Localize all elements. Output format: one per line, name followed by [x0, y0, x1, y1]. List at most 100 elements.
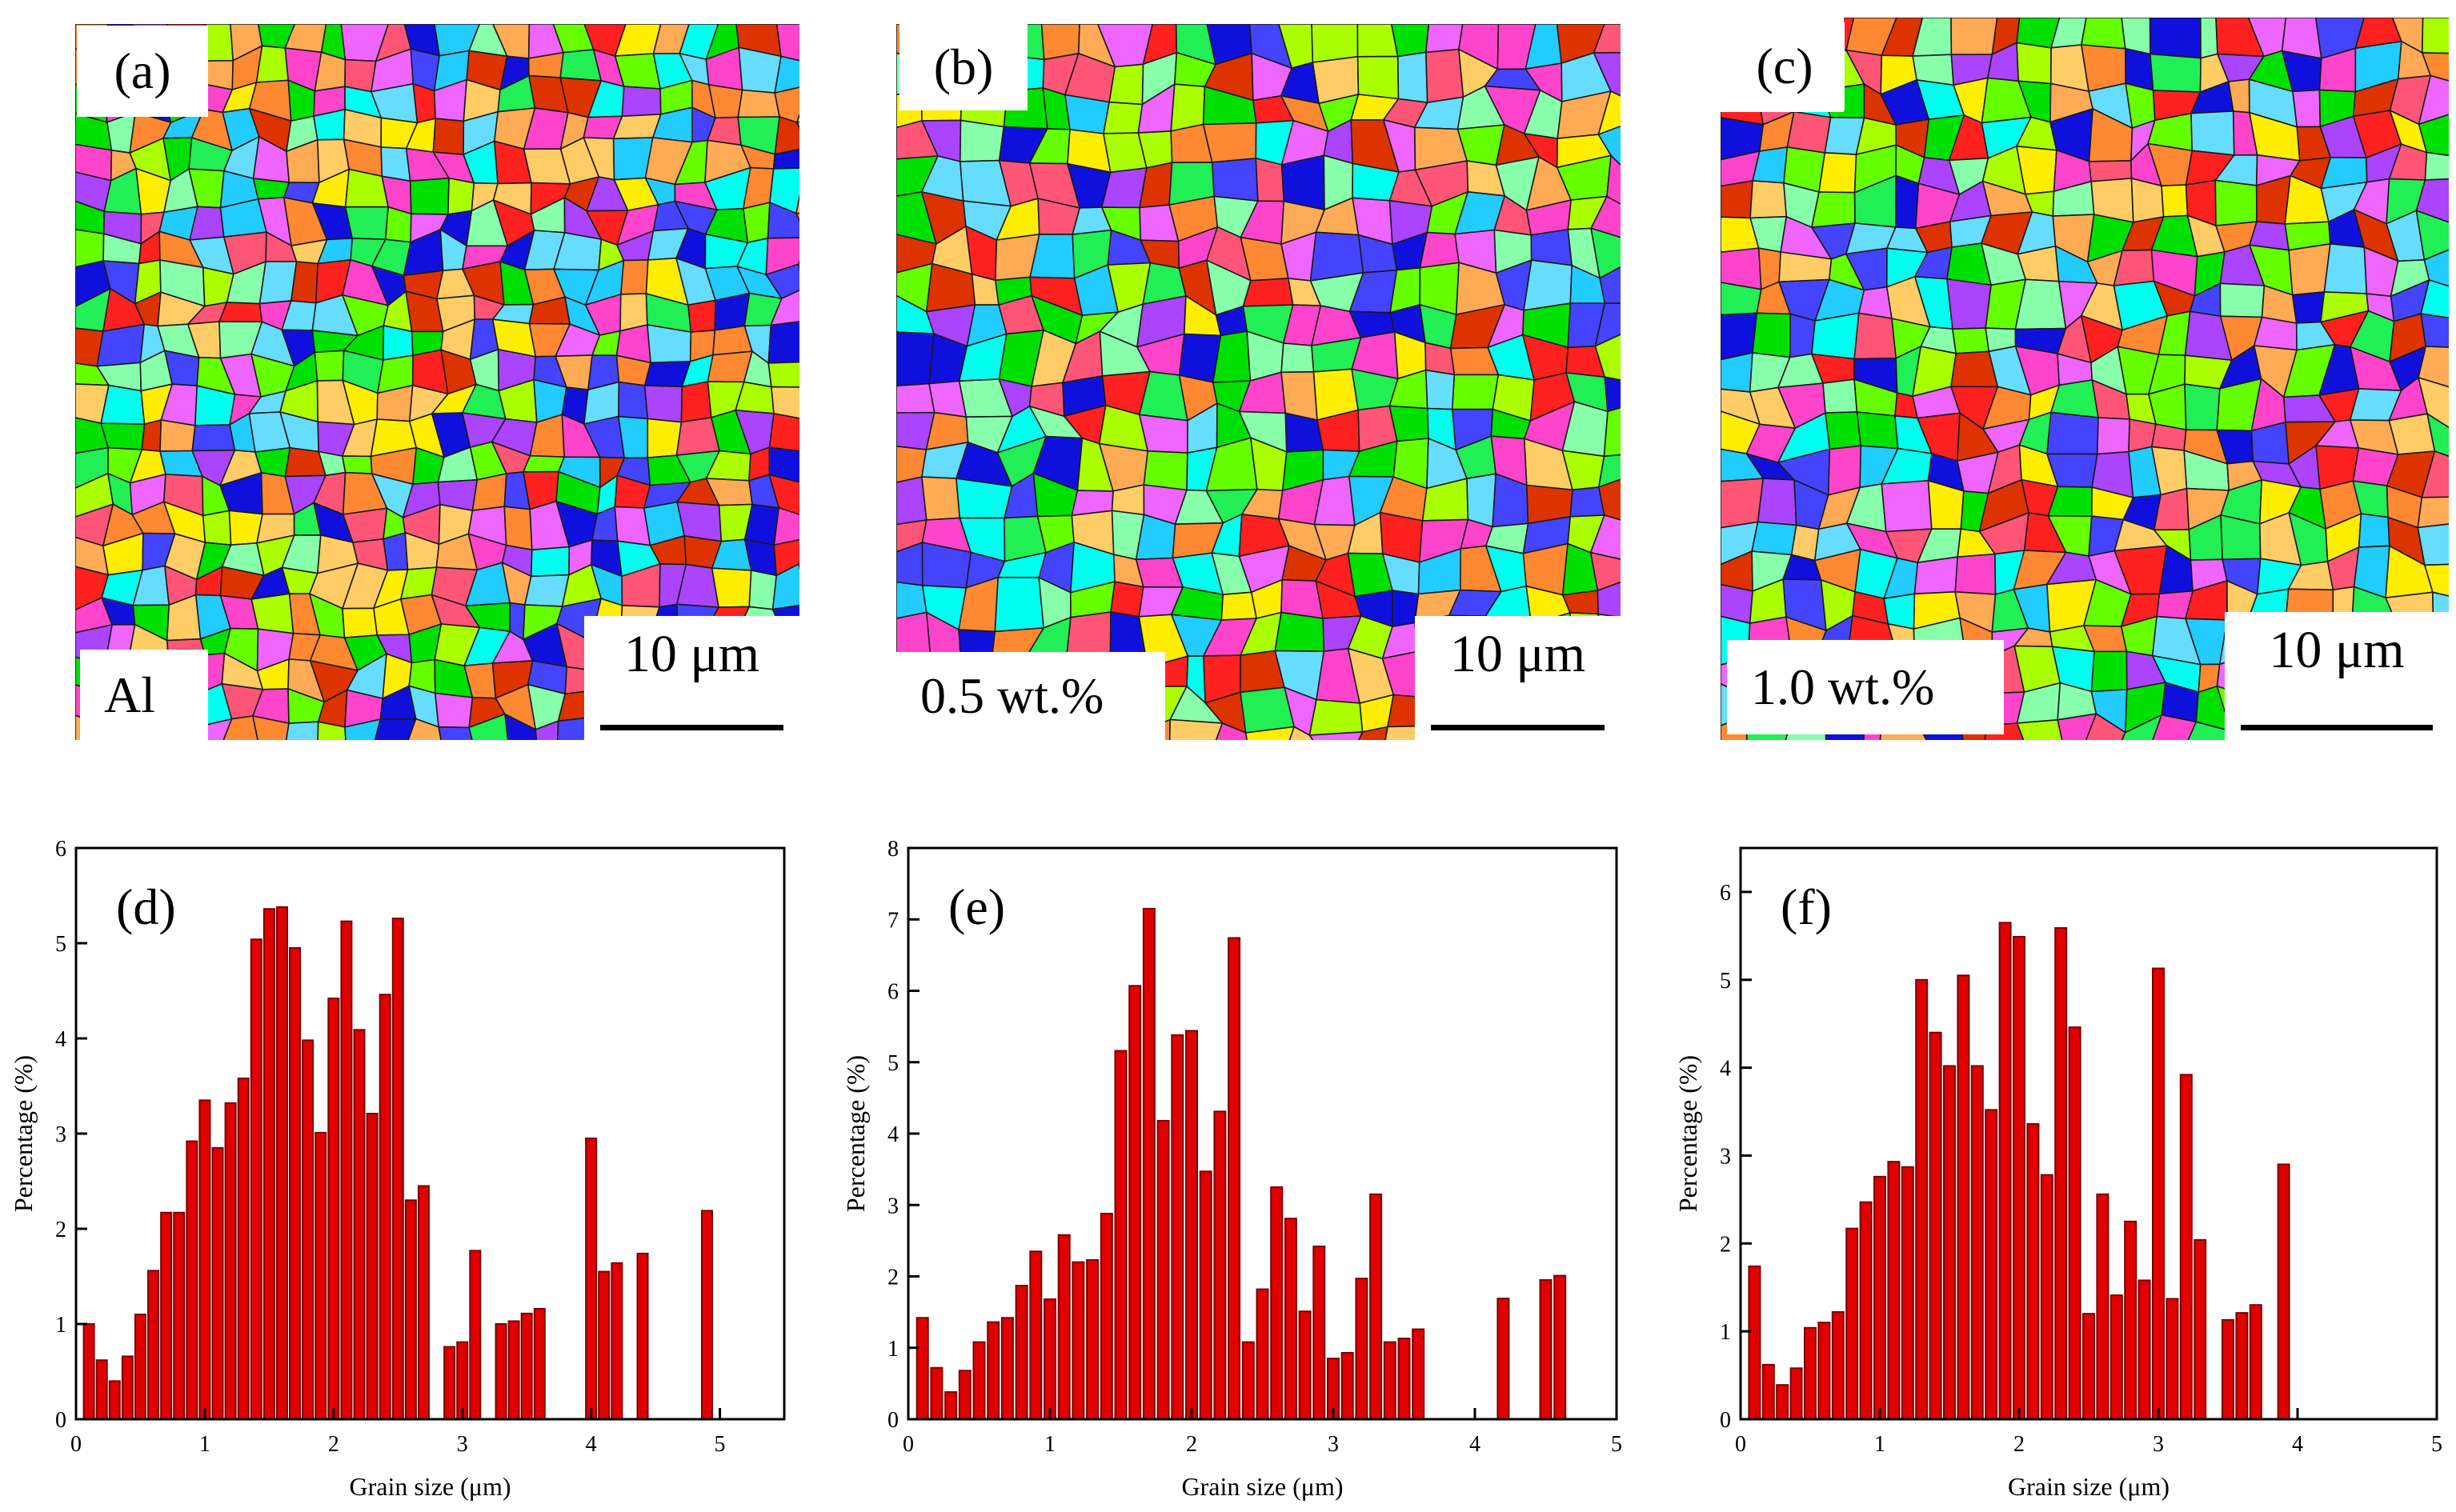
grain: [1215, 722, 1248, 740]
histogram-bar: [289, 946, 302, 1420]
histogram-bar: [1029, 1250, 1043, 1421]
grain: [1811, 312, 1860, 360]
x-tick-label: 1: [199, 1432, 210, 1457]
histogram-bar: [379, 994, 391, 1420]
grain: [959, 119, 1005, 162]
histogram-bar: [121, 1355, 134, 1421]
grain: [100, 422, 146, 450]
grain: [1951, 327, 1990, 354]
histogram-bar: [1044, 1298, 1056, 1420]
grain: [2080, 18, 2126, 50]
histogram-bar: [275, 906, 288, 1420]
y-tick-label: 0: [887, 1408, 899, 1433]
grain: [1954, 553, 1997, 595]
grain: [2150, 53, 2202, 93]
grain: [771, 562, 799, 610]
grain: [384, 206, 412, 243]
grain: [748, 570, 778, 610]
histogram-bar: [1355, 1278, 1368, 1420]
histogram-bar: [1985, 1109, 1998, 1420]
grain: [2085, 712, 2126, 740]
grain: [1825, 411, 1862, 450]
grain: [775, 24, 799, 62]
grain: [1356, 55, 1400, 100]
grain: [432, 118, 465, 156]
histogram-bar: [1000, 1317, 1014, 1421]
grain: [202, 510, 232, 546]
scale-bar-text: 10 μm: [2269, 621, 2405, 679]
grain: [1822, 378, 1858, 414]
histogram-bar: [944, 1391, 958, 1421]
scale-bar-c: 10 μm: [2225, 612, 2449, 740]
grain: [222, 715, 258, 740]
histogram-bar: [533, 1307, 546, 1421]
y-tick-label: 4: [887, 1122, 899, 1147]
histogram-bar: [353, 1029, 366, 1420]
x-tick-label: 5: [715, 1432, 726, 1457]
grain: [1946, 278, 1992, 330]
histogram-bar: [1831, 1310, 1845, 1420]
grain: [2219, 282, 2266, 318]
grain: [1856, 411, 1899, 450]
grain: [2016, 718, 2063, 740]
histogram-bar: [366, 1113, 379, 1420]
histogram-bar: [315, 1131, 327, 1420]
histogram-bar: [2040, 1174, 2053, 1420]
y-axis-label: Percentage (%): [9, 1055, 38, 1212]
sample-label-b: 0.5 wt.%: [896, 652, 1165, 740]
histogram-bar: [1915, 978, 1929, 1420]
grain: [1108, 63, 1144, 106]
grain: [1881, 479, 1933, 533]
grain: [530, 546, 571, 578]
histogram-bar: [1901, 1166, 1914, 1420]
histogram-bar: [1789, 1367, 1803, 1421]
grain: [1597, 125, 1621, 166]
grain: [344, 718, 382, 740]
histogram-bar: [1072, 1261, 1085, 1421]
grain: [1786, 110, 1832, 154]
grain: [1274, 611, 1325, 653]
grain: [2420, 278, 2449, 319]
x-axis-label: Grain size (μm): [350, 1472, 511, 1501]
histogram-bar: [972, 1341, 986, 1420]
y-axis-label: Percentage (%): [841, 1055, 870, 1212]
histogram-bar: [585, 1137, 598, 1420]
scale-bar-b: 10 μm: [1415, 616, 1621, 740]
histogram-bar: [1171, 1034, 1184, 1420]
histogram-bar: [1887, 1161, 1901, 1420]
histogram-bar: [2194, 1238, 2207, 1420]
grain: [921, 476, 961, 521]
grain-texture: [75, 24, 799, 740]
grain: [1202, 122, 1257, 163]
histogram-bar: [987, 1321, 1000, 1420]
grain: [2423, 249, 2449, 287]
grain: [1603, 406, 1621, 458]
grain: [504, 713, 538, 740]
histogram-bar: [1929, 1031, 1942, 1420]
x-tick-label: 4: [586, 1432, 597, 1457]
histogram-bar: [469, 1250, 482, 1420]
histogram-bar: [2222, 1318, 2234, 1420]
grain: [523, 574, 570, 607]
histogram-bar: [1284, 1218, 1297, 1420]
grain: [2417, 523, 2449, 566]
grain: [1594, 302, 1621, 348]
y-tick-label: 4: [55, 1027, 66, 1052]
scale-bar-text: 10 μm: [1449, 625, 1586, 683]
grain: [1388, 405, 1429, 442]
grain: [2090, 650, 2128, 693]
grain: [1894, 174, 1920, 230]
panel-tag: (d): [116, 878, 176, 935]
y-tick-label: 1: [887, 1337, 899, 1362]
x-tick-label: 0: [903, 1432, 914, 1457]
x-axis-label: Grain size (μm): [1182, 1472, 1344, 1501]
x-tick-label: 4: [1469, 1432, 1480, 1457]
y-axis-label: Percentage (%): [1673, 1055, 1702, 1212]
y-tick-label: 5: [1720, 969, 1731, 994]
grain: [1749, 180, 1788, 219]
x-tick-label: 0: [1735, 1432, 1746, 1457]
grain: [742, 202, 771, 244]
grain: [767, 202, 799, 239]
grain: [1913, 556, 1959, 595]
grain: [621, 86, 662, 118]
